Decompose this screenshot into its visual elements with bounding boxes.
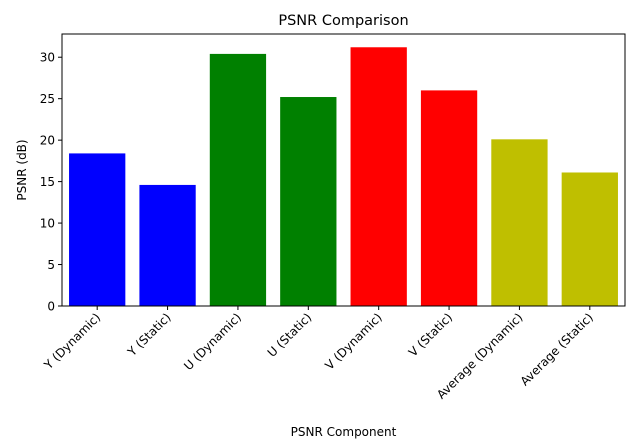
chart-title: PSNR Comparison — [278, 13, 408, 29]
y-tick-label-1: 5 — [47, 258, 55, 272]
x-tick-label-5: V (Static) — [406, 310, 455, 359]
bar-1 — [139, 184, 196, 306]
bar-5 — [420, 90, 478, 306]
y-tick-label-4: 20 — [40, 133, 55, 147]
y-axis-label: PSNR (dB) — [15, 139, 29, 200]
x-tick-label-2: U (Dynamic) — [181, 310, 244, 373]
x-axis: Y (Dynamic) Y (Static) U (Dynamic) U (Stati… — [41, 306, 596, 402]
plot-frame — [61, 33, 626, 307]
x-tick-label-3: U (Static) — [265, 310, 315, 360]
y-tick-label-3: 15 — [40, 175, 55, 189]
x-tick-label-1: Y (Static) — [124, 310, 173, 359]
bar-3 — [280, 97, 337, 307]
bar-7 — [561, 172, 618, 306]
y-tick-label-2: 10 — [40, 216, 55, 230]
x-tick-label-0: Y (Dynamic) — [41, 310, 104, 373]
y-tick-label-6: 30 — [40, 51, 55, 65]
y-axis: 0 5 10 15 20 25 30 — [40, 51, 62, 313]
bar-6 — [491, 139, 548, 306]
y-tick-label-5: 25 — [40, 92, 55, 106]
x-axis-label: PSNR Component — [291, 425, 397, 439]
x-tick-label-7: Average (Static) — [518, 310, 596, 388]
bar-0 — [69, 153, 126, 306]
y-tick-label-0: 0 — [47, 299, 55, 313]
bar-4 — [350, 47, 407, 307]
x-tick-label-4: V (Dynamic) — [322, 310, 384, 372]
bars-group — [69, 47, 618, 307]
bar-2 — [209, 53, 267, 307]
